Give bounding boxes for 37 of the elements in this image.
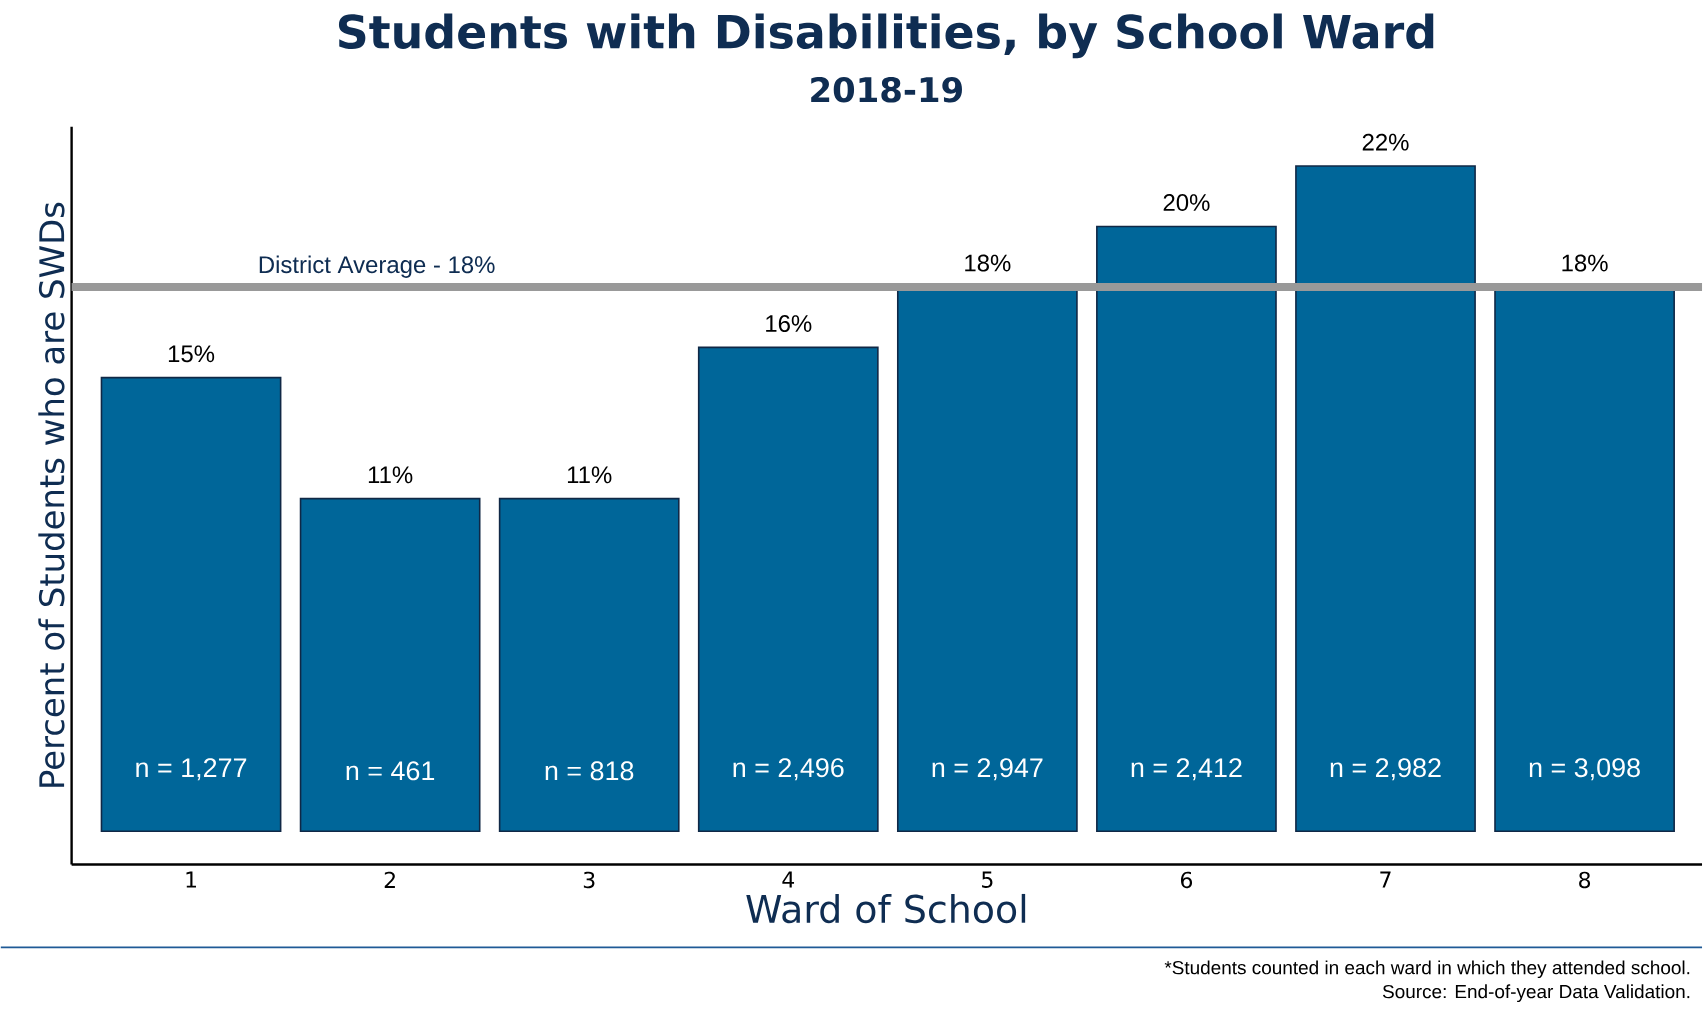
x-tick-label: 7 (1380, 871, 1391, 888)
ref-line-label: District Average - 18% (259, 255, 495, 278)
source-note: Source: End-of-year Data Validation. (1382, 984, 1690, 1002)
annotation: n = 2,982 (1330, 758, 1441, 781)
x-tick-label: 2 (384, 871, 395, 888)
annotation: n = 818 (545, 761, 634, 781)
x-tick-label: 3 (583, 871, 595, 889)
bar (1295, 165, 1476, 833)
data-label: 18% (965, 254, 1011, 272)
x-tick-label: 8 (1579, 871, 1591, 889)
annotation: n = 2,496 (733, 758, 844, 781)
data-label: 18% (1562, 254, 1608, 272)
annotation: n = 2,412 (1131, 758, 1242, 781)
x-tick-label: 5 (982, 871, 993, 888)
text: *Students counted in each ward in which they attended school. (1164, 960, 1690, 979)
bar (1096, 225, 1277, 833)
annotation: n = 1,277 (136, 758, 247, 781)
chart-subtitle: 2018-19 (811, 76, 962, 103)
annotation: n = 461 (346, 761, 435, 781)
data-label: 11% (567, 466, 612, 484)
data-label: 20% (1163, 194, 1210, 211)
data-label: 16% (766, 314, 812, 332)
x-axis-title: Ward of School (746, 893, 1026, 924)
x-tick-label: 4 (782, 871, 795, 888)
annotation: n = 3,098 (1529, 758, 1640, 781)
data-label: 15% (168, 345, 215, 363)
bar (299, 497, 481, 833)
bar (498, 497, 680, 833)
bar (100, 376, 282, 833)
data-label: 11% (368, 466, 413, 484)
annotation: n = 2,947 (932, 758, 1043, 781)
x-tick-label: 1 (186, 871, 196, 888)
data-label: 22% (1362, 133, 1409, 151)
bar (697, 346, 879, 833)
chart-title: Students with Disabilities, by School Ward (338, 13, 1434, 59)
x-tick-label: 6 (1180, 871, 1193, 889)
y-axis-title: Percent of Students who are SWDs (38, 202, 65, 787)
